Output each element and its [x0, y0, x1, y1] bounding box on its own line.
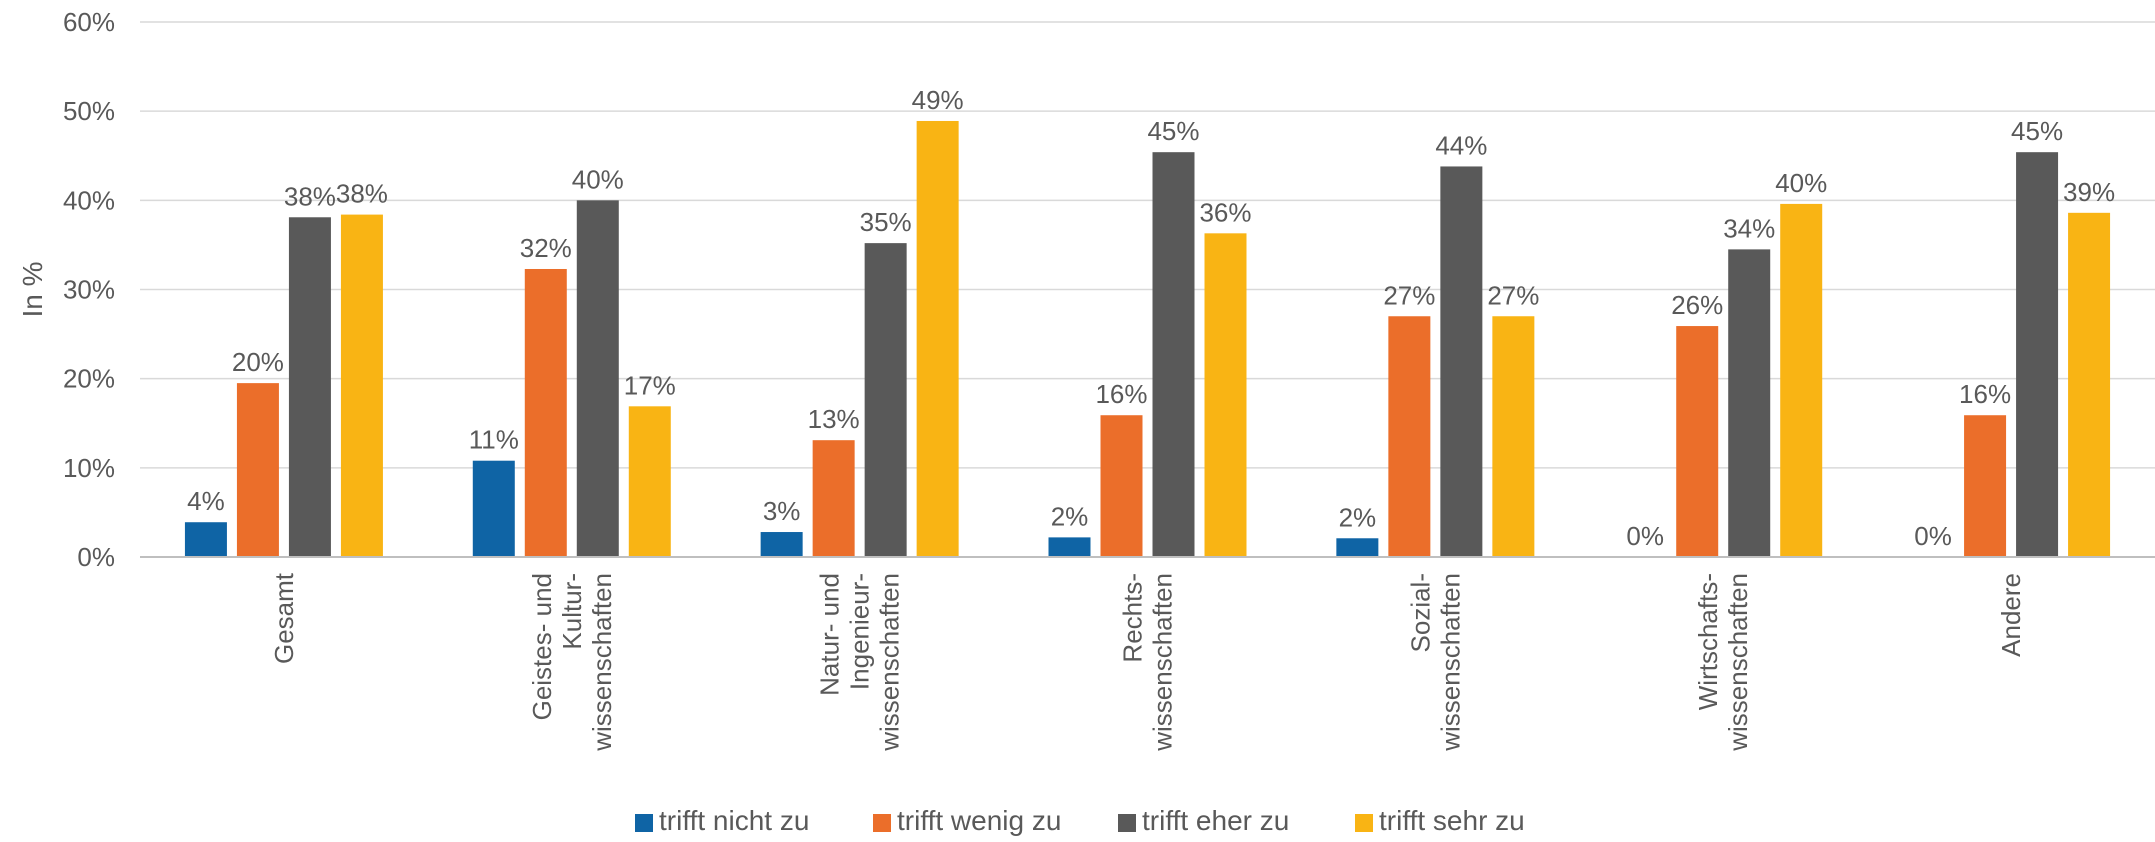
data-label: 35% — [860, 207, 912, 237]
category-labels: Gesamt Geistes- und Kultur-wissenschaften N… — [269, 572, 2026, 752]
data-label: 40% — [572, 164, 624, 194]
bar — [628, 406, 671, 557]
data-label: 39% — [2063, 177, 2115, 207]
y-tick-label: 0% — [77, 542, 115, 572]
data-label: 0% — [1914, 521, 1952, 551]
bar — [1440, 166, 1483, 557]
category-label: Geistes- und Kultur-wissenschaften — [527, 573, 617, 752]
data-label: 17% — [624, 370, 676, 400]
data-label: 2% — [1339, 502, 1377, 532]
data-labels: 4% 20% 38% 38% 11% 32% 40% 17% 3% 13% 35% 49% 2% 16% 4… — [187, 85, 2115, 551]
legend-label: trifft nicht zu — [659, 805, 809, 836]
bar — [184, 522, 227, 557]
bar — [1388, 316, 1431, 557]
y-tick-label: 50% — [63, 96, 115, 126]
bar — [1152, 152, 1195, 557]
y-axis-ticks: 0% 10% 20% 30% 40% 50% 60% — [63, 7, 115, 572]
bar — [916, 120, 959, 557]
data-label: 45% — [1147, 116, 1199, 146]
bar — [1676, 326, 1719, 557]
legend: trifft nicht zu trifft wenig zu trifft ehe… — [635, 805, 1525, 836]
legend-swatch — [873, 814, 891, 832]
bars — [184, 120, 2111, 558]
category-label: Wirtschafts-wissenschaften — [1693, 573, 1753, 752]
category-label: Andere — [1996, 573, 2026, 657]
bar — [1728, 249, 1771, 557]
bar — [1048, 537, 1091, 557]
data-label: 27% — [1487, 280, 1539, 310]
category-label-line: Sozial- — [1405, 573, 1435, 652]
category-label-line: wissenschaften — [587, 573, 617, 752]
category-label-line: Kultur- — [557, 573, 587, 650]
data-label: 20% — [232, 347, 284, 377]
bar — [2068, 212, 2111, 558]
category-label-line: Geistes- und — [527, 573, 557, 720]
data-label: 44% — [1435, 130, 1487, 160]
y-tick-label: 40% — [63, 185, 115, 215]
bar — [524, 268, 567, 557]
data-label: 38% — [284, 181, 336, 211]
y-tick-label: 60% — [63, 7, 115, 37]
bar — [864, 243, 907, 557]
category-label-line: Wirtschafts- — [1693, 573, 1723, 710]
category-label-line: wissenschaften — [875, 573, 905, 752]
data-label: 16% — [1095, 379, 1147, 409]
data-label: 11% — [469, 425, 519, 455]
bar — [288, 217, 331, 557]
bar — [576, 200, 619, 558]
bar — [2016, 152, 2059, 557]
bar — [1780, 203, 1823, 557]
category-label-line: Rechts- — [1118, 573, 1148, 663]
category-label-line: wissenschaften — [1723, 573, 1753, 752]
y-tick-label: 10% — [63, 453, 115, 483]
legend-label: trifft wenig zu — [897, 805, 1061, 836]
data-label: 13% — [808, 404, 860, 434]
category-label: Gesamt — [269, 572, 299, 664]
bar — [236, 383, 279, 557]
legend-swatch — [1118, 814, 1136, 832]
y-tick-label: 20% — [63, 364, 115, 394]
bar — [1336, 538, 1379, 557]
data-label: 26% — [1671, 290, 1723, 320]
category-label-line: wissenschaften — [1435, 573, 1465, 752]
category-label-line: wissenschaften — [1148, 573, 1178, 752]
bar — [1204, 233, 1247, 557]
category-label-line: Ingenieur- — [845, 573, 875, 690]
legend-label: trifft eher zu — [1142, 805, 1289, 836]
y-tick-label: 30% — [63, 275, 115, 305]
legend-swatch — [635, 814, 653, 832]
category-label-line: Natur- und — [815, 573, 845, 696]
category-label: Rechts-wissenschaften — [1118, 573, 1178, 752]
bar — [1964, 415, 2007, 557]
bar — [1492, 316, 1535, 557]
data-label: 16% — [1959, 379, 2011, 409]
bar — [340, 214, 383, 557]
category-label: Sozial-wissenschaften — [1405, 573, 1465, 752]
data-label: 40% — [1775, 168, 1827, 198]
bar — [472, 460, 515, 557]
data-label: 49% — [912, 85, 964, 115]
bar — [1100, 415, 1143, 557]
category-label-line: Gesamt — [269, 572, 299, 664]
bar — [760, 532, 803, 557]
category-label-line: Andere — [1996, 573, 2026, 657]
data-label: 3% — [763, 496, 801, 526]
data-label: 2% — [1051, 501, 1089, 531]
y-axis-label: In % — [17, 261, 48, 317]
bar — [812, 440, 855, 557]
data-label: 38% — [336, 179, 388, 209]
data-label: 27% — [1383, 280, 1435, 310]
category-label: Natur- und Ingenieur-wissenschaften — [815, 573, 905, 752]
data-label: 36% — [1199, 197, 1251, 227]
data-label: 45% — [2011, 116, 2063, 146]
data-label: 32% — [520, 233, 572, 263]
legend-label: trifft sehr zu — [1379, 805, 1525, 836]
data-label: 4% — [187, 486, 225, 516]
data-label: 0% — [1626, 521, 1664, 551]
legend-swatch — [1355, 814, 1373, 832]
data-label: 34% — [1723, 213, 1775, 243]
